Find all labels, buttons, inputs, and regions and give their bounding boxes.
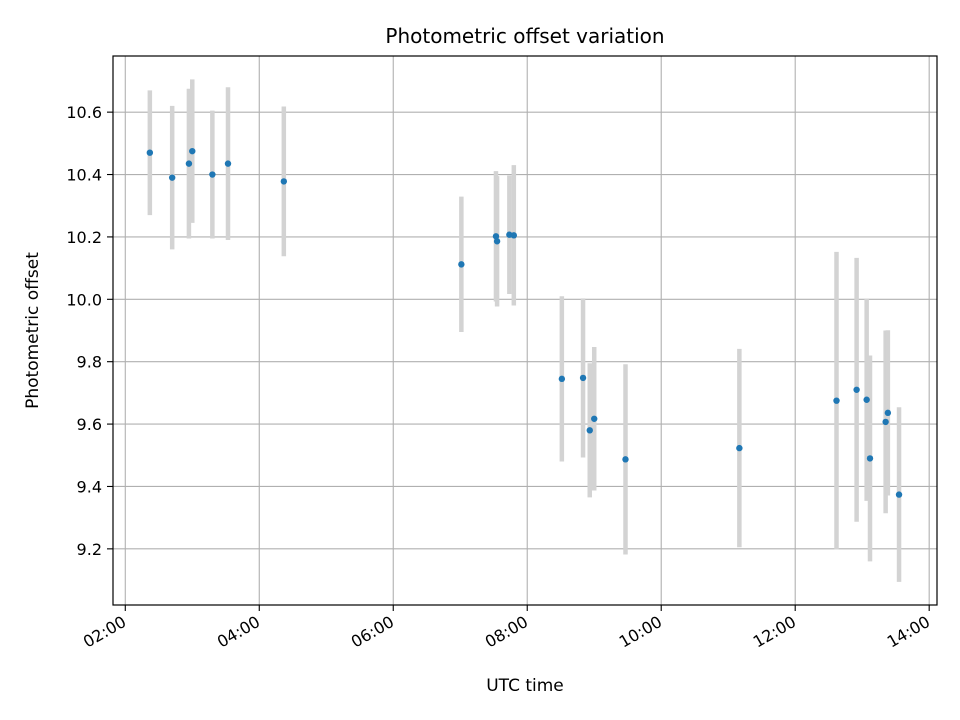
data-point (189, 147, 196, 155)
data-point (146, 149, 154, 156)
data-point (510, 232, 518, 239)
y-tick-label: 9.2 (77, 540, 102, 559)
data-point (833, 397, 840, 404)
x-tick-label: 12:00 (750, 612, 799, 652)
y-tick-label: 10.0 (66, 290, 102, 309)
y-tick-label: 10.2 (66, 228, 102, 247)
y-tick-label: 9.8 (77, 353, 102, 372)
data-points (146, 147, 903, 498)
y-tick-label: 10.6 (66, 103, 102, 122)
data-point (224, 160, 232, 167)
data-point (558, 375, 566, 383)
data-point (866, 455, 874, 462)
x-tick-label: 10:00 (616, 612, 665, 652)
data-point (209, 171, 216, 178)
data-point (185, 160, 193, 167)
data-point (493, 238, 501, 245)
data-point (492, 233, 500, 240)
chart-title: Photometric offset variation (385, 24, 664, 48)
data-point (591, 415, 598, 422)
data-point (458, 261, 465, 268)
y-tick-label: 10.4 (66, 166, 102, 185)
x-tick-label: 08:00 (482, 612, 531, 652)
data-point (586, 427, 593, 434)
x-tick-label: 06:00 (348, 612, 397, 652)
data-point (280, 178, 288, 185)
data-point (579, 374, 587, 382)
data-point (863, 396, 870, 403)
data-point (853, 386, 860, 393)
plot-frame (112, 55, 938, 606)
y-axis-label: Photometric offset (23, 252, 43, 409)
data-point (895, 491, 903, 498)
data-point (884, 409, 892, 417)
data-point (882, 418, 889, 426)
data-point (736, 444, 743, 452)
y-tick-label: 9.4 (77, 477, 102, 496)
error-bars (147, 79, 902, 582)
x-tick-label: 04:00 (214, 612, 263, 652)
axis-ticks: 02:00 04:00 06:00 08:00 10:00 12:00 14:00 9.2 9.… (66, 103, 933, 651)
x-axis-label: UTC time (486, 676, 564, 696)
data-point (622, 456, 629, 463)
x-tick-label: 14:00 (884, 612, 933, 652)
data-point (168, 174, 176, 181)
grid (113, 56, 937, 605)
y-tick-label: 9.6 (77, 415, 102, 434)
x-tick-label: 02:00 (80, 612, 129, 652)
